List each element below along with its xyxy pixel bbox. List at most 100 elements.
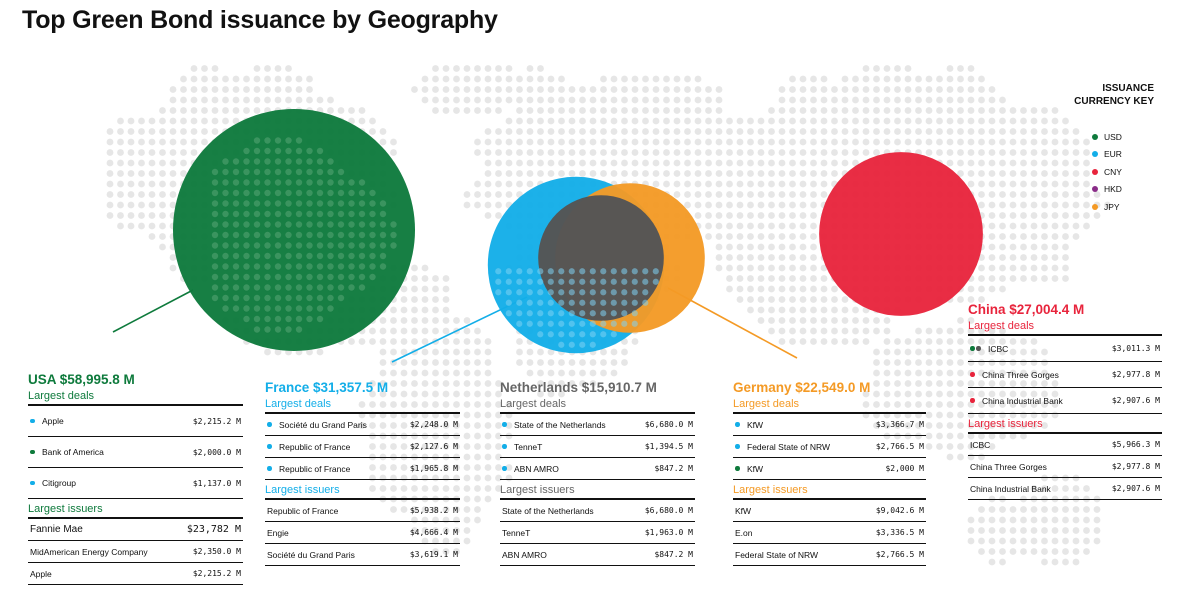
- map-dot: [537, 159, 544, 167]
- table-row: MidAmerican Energy Company $2,350.0 M: [28, 541, 243, 563]
- map-dot: [957, 348, 964, 356]
- overlay-dot: [369, 189, 376, 197]
- map-dot: [589, 117, 597, 125]
- map-dot: [799, 170, 807, 177]
- map-dot: [379, 338, 387, 345]
- currency-dot: [502, 444, 507, 449]
- overlay-dot: [610, 289, 617, 296]
- overlay-dot: [274, 168, 282, 176]
- map-dot: [673, 191, 681, 198]
- map-dot: [474, 86, 481, 93]
- map-dot: [411, 527, 418, 534]
- table-row: Société du Grand Paris $2,248.0 M: [265, 414, 460, 436]
- map-dot: [474, 422, 481, 429]
- map-dot: [999, 149, 1006, 156]
- map-dot: [1083, 180, 1090, 188]
- map-dot: [999, 233, 1006, 240]
- map-dot: [442, 527, 450, 534]
- map-dot: [442, 443, 450, 450]
- overlay-dot: [568, 299, 575, 306]
- overlay-dot: [390, 231, 397, 239]
- overlay-dot: [600, 331, 607, 338]
- row-name: Republic of France: [267, 505, 339, 516]
- map-dot: [526, 149, 534, 156]
- overlay-dot: [295, 147, 303, 155]
- map-dot: [883, 75, 891, 83]
- map-dot: [516, 359, 523, 366]
- overlay-dot: [274, 252, 282, 260]
- map-dot: [1020, 432, 1027, 440]
- map-dot: [495, 138, 502, 146]
- map-dot: [747, 191, 754, 198]
- map-dot: [474, 516, 481, 524]
- overlay-dot: [379, 263, 387, 270]
- map-dot: [600, 128, 607, 135]
- map-dot: [810, 201, 817, 209]
- map-dot: [1041, 138, 1048, 146]
- map-dot: [967, 327, 975, 335]
- map-dot: [936, 348, 943, 356]
- map-dot: [799, 264, 807, 272]
- map-dot: [1009, 233, 1017, 240]
- netherlands-deals-table: State of the Netherlands $6,680.0 M TenneT…: [500, 412, 695, 480]
- map-dot: [579, 149, 586, 156]
- map-dot: [715, 159, 723, 167]
- overlay-dot: [621, 278, 628, 285]
- overlay-dot: [285, 189, 292, 197]
- map-dot: [106, 191, 114, 198]
- map-dot: [1009, 359, 1017, 366]
- currency-dot: [735, 444, 740, 449]
- map-dot: [1051, 254, 1059, 261]
- map-dot: [862, 86, 870, 93]
- map-dot: [820, 149, 828, 156]
- map-dot: [495, 107, 502, 114]
- map-dot: [1062, 180, 1069, 188]
- map-dot: [978, 285, 985, 293]
- map-dot: [810, 306, 817, 314]
- map-dot: [726, 264, 733, 272]
- overlay-dot: [232, 158, 240, 165]
- table-row: Republic of France $1,965.8 M: [265, 458, 460, 480]
- map-dot: [421, 296, 429, 303]
- map-dot: [1062, 537, 1069, 545]
- overlay-dot: [285, 294, 292, 302]
- map-dot: [432, 506, 439, 513]
- map-dot: [600, 75, 607, 83]
- map-dot: [883, 327, 891, 335]
- overlay-dot: [379, 210, 387, 218]
- overlay-dot: [222, 242, 229, 249]
- map-dot: [988, 558, 996, 566]
- map-dot: [957, 117, 964, 125]
- map-dot: [232, 96, 240, 104]
- map-dot: [715, 233, 723, 240]
- map-dot: [705, 222, 712, 230]
- map-dot: [925, 432, 933, 440]
- map-dot: [820, 96, 828, 104]
- map-dot: [1072, 138, 1080, 146]
- map-dot: [894, 401, 901, 408]
- map-dot: [789, 243, 796, 251]
- overlay-dot: [253, 189, 261, 197]
- overlay-dot: [610, 278, 617, 285]
- map-dot: [474, 327, 481, 335]
- map-dot: [988, 243, 996, 251]
- map-dot: [463, 401, 471, 408]
- currency-dots: [30, 418, 36, 424]
- map-dot: [1009, 348, 1017, 356]
- map-dot: [159, 149, 166, 156]
- map-dot: [1030, 264, 1038, 272]
- map-dot: [883, 65, 891, 72]
- map-dot: [432, 317, 439, 324]
- overlay-dot: [222, 231, 229, 239]
- map-dot: [1062, 128, 1069, 135]
- map-dot: [547, 369, 555, 377]
- map-dot: [1062, 159, 1069, 167]
- map-dot: [967, 170, 975, 177]
- bubble-netherlands: [538, 195, 664, 321]
- overlay-dot: [642, 299, 649, 306]
- map-dot: [957, 149, 964, 156]
- map-dot: [453, 432, 460, 440]
- map-dot: [442, 359, 450, 366]
- map-dot: [127, 170, 135, 177]
- overlay-dot: [558, 331, 565, 338]
